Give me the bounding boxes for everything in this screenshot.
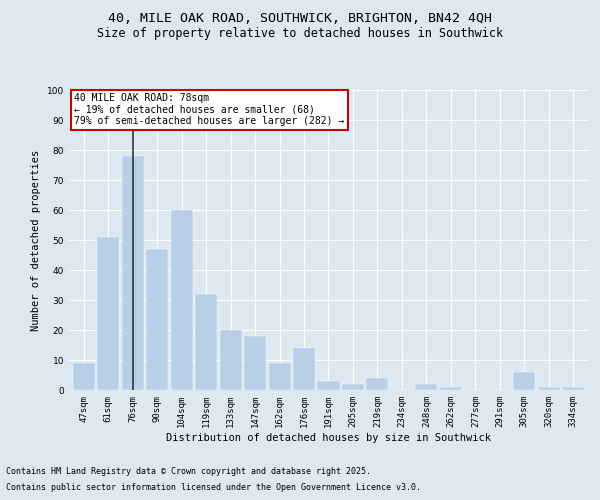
Text: 40 MILE OAK ROAD: 78sqm
← 19% of detached houses are smaller (68)
79% of semi-de: 40 MILE OAK ROAD: 78sqm ← 19% of detache… <box>74 93 344 126</box>
Bar <box>97 237 119 390</box>
Bar <box>269 363 290 390</box>
Text: Size of property relative to detached houses in Southwick: Size of property relative to detached ho… <box>97 28 503 40</box>
Bar <box>195 294 217 390</box>
Bar <box>367 378 388 390</box>
Bar <box>73 363 95 390</box>
Bar <box>538 387 560 390</box>
Bar <box>170 210 193 390</box>
Bar <box>122 156 143 390</box>
Bar <box>244 336 266 390</box>
Bar <box>293 348 315 390</box>
Bar <box>440 387 462 390</box>
Bar <box>514 372 535 390</box>
Bar <box>562 387 584 390</box>
X-axis label: Distribution of detached houses by size in Southwick: Distribution of detached houses by size … <box>166 432 491 442</box>
Bar <box>220 330 242 390</box>
Bar <box>146 249 168 390</box>
Text: Contains public sector information licensed under the Open Government Licence v3: Contains public sector information licen… <box>6 484 421 492</box>
Text: 40, MILE OAK ROAD, SOUTHWICK, BRIGHTON, BN42 4QH: 40, MILE OAK ROAD, SOUTHWICK, BRIGHTON, … <box>108 12 492 26</box>
Y-axis label: Number of detached properties: Number of detached properties <box>31 150 41 330</box>
Bar <box>342 384 364 390</box>
Bar <box>415 384 437 390</box>
Text: Contains HM Land Registry data © Crown copyright and database right 2025.: Contains HM Land Registry data © Crown c… <box>6 467 371 476</box>
Bar <box>317 381 340 390</box>
